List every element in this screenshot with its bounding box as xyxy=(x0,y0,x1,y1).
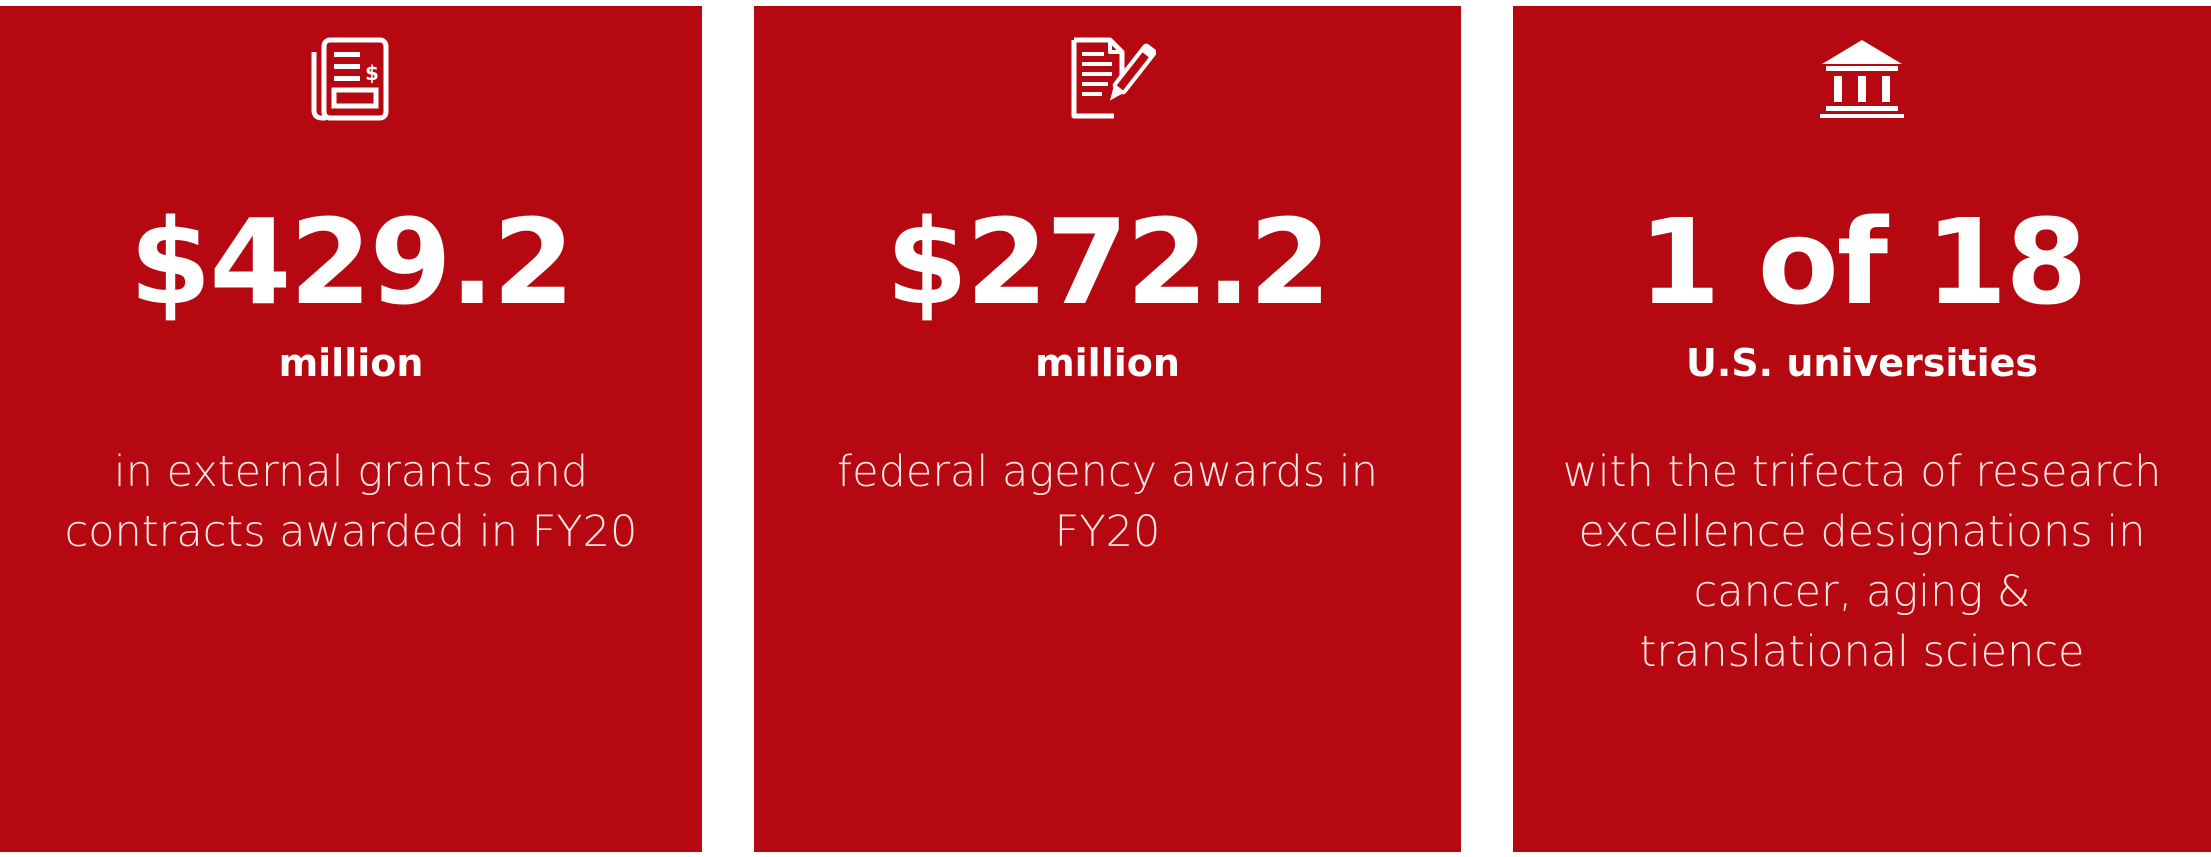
stat-description: federal agency awards in FY20 xyxy=(837,447,1378,557)
newspaper-dollar-icon: $ xyxy=(301,29,401,129)
stat-unit: million xyxy=(278,341,424,385)
stat-unit: U.S. universities xyxy=(1686,341,2038,385)
stat-card-federal-awards: $272.2 million federal agency awards in … xyxy=(754,6,1461,852)
stat-description: with the trifecta of research excellence… xyxy=(1562,447,2162,677)
institution-building-icon xyxy=(1812,29,1912,129)
stat-description: in external grants and contracts awarded… xyxy=(64,447,638,557)
stat-card-universities: 1 of 18 U.S. universities with the trife… xyxy=(1513,6,2211,852)
stat-unit: million xyxy=(1035,341,1180,385)
svg-text:$: $ xyxy=(365,61,379,85)
document-pen-icon xyxy=(1058,29,1158,129)
stat-figure: $429.2 xyxy=(129,193,574,331)
stat-figure: $272.2 xyxy=(885,193,1331,331)
stat-card-grants: $ $429.2 million in external grants and … xyxy=(0,6,702,852)
stat-figure: 1 of 18 xyxy=(1638,193,2088,331)
